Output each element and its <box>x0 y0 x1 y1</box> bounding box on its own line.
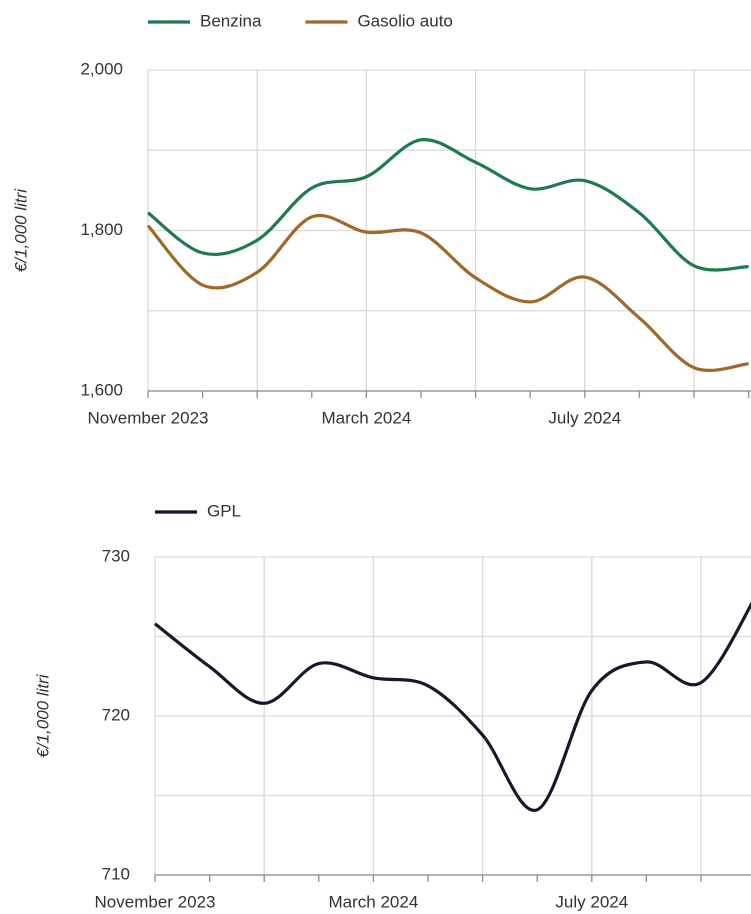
x-tick-label: July 2024 <box>555 892 628 911</box>
x-tick-label: July 2024 <box>548 408 621 427</box>
y-tick-label: 720 <box>102 705 130 724</box>
y-axis-label: €/1,000 litri <box>11 188 30 272</box>
legend-label: GPL <box>207 501 241 520</box>
series-line <box>147 138 749 272</box>
legend-label: Gasolio auto <box>357 11 452 30</box>
series-line <box>154 601 751 812</box>
x-tick-label: March 2024 <box>329 892 419 911</box>
series-line <box>146 213 749 373</box>
y-tick-label: 730 <box>102 546 130 565</box>
x-tick-label: March 2024 <box>322 408 412 427</box>
x-tick-label: November 2023 <box>88 408 209 427</box>
x-tick-label: November 2023 <box>95 892 216 911</box>
y-tick-label: 1,800 <box>80 220 123 239</box>
y-axis-label: €/1,000 litri <box>33 673 52 757</box>
legend-label: Benzina <box>200 11 262 30</box>
y-tick-label: 2,000 <box>80 59 123 78</box>
y-tick-label: 1,600 <box>80 380 123 399</box>
y-tick-label: 710 <box>102 864 130 883</box>
